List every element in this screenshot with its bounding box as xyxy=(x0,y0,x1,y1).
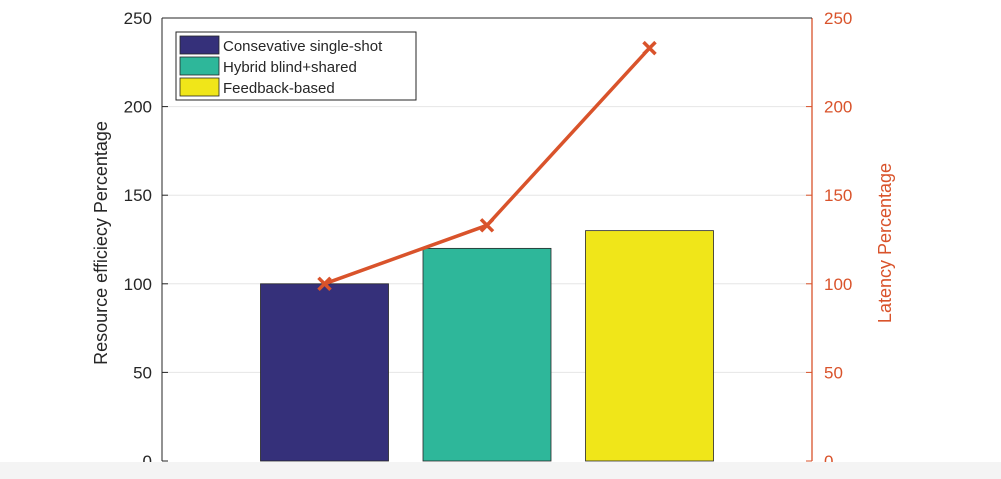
bar-0 xyxy=(260,283,389,462)
legend: Consevative single-shot Hybrid blind+sha… xyxy=(175,31,417,101)
y-tick-label-left-3: 150 xyxy=(124,186,152,205)
legend-swatch-0 xyxy=(179,35,220,55)
y-tick-label-left-2: 100 xyxy=(124,275,152,294)
y-axis-label-left: Resource efficiecy Percentage xyxy=(91,121,111,365)
y-axis-label-right: Latency Percentage xyxy=(875,163,895,323)
y-tick-label-right-3: 150 xyxy=(824,186,852,205)
latency-series xyxy=(317,40,657,292)
latency-point-0 xyxy=(317,276,332,292)
y-tick-label-right-5: 250 xyxy=(824,9,852,28)
y-tick-label-left-5: 250 xyxy=(124,9,152,28)
legend-swatch-2 xyxy=(179,77,220,97)
y-tick-label-left-1: 50 xyxy=(133,363,152,382)
y-tick-label-left-0: 0 xyxy=(143,452,152,471)
y-tick-label-right-1: 50 xyxy=(824,363,843,382)
y-tick-label-left-4: 200 xyxy=(124,98,152,117)
y-tick-label-right-4: 200 xyxy=(824,98,852,117)
legend-label-2: Feedback-based xyxy=(223,80,335,97)
bars xyxy=(260,230,714,462)
axes: 0 50 100 150 200 250 0 50 100 150 200 250 xyxy=(124,9,853,471)
legend-label-1: Hybrid blind+shared xyxy=(223,59,357,76)
bar-2 xyxy=(585,230,714,462)
latency-point-1 xyxy=(479,218,495,233)
y-tick-label-right-0: 0 xyxy=(824,452,833,471)
legend-swatch-1 xyxy=(179,56,220,76)
y-tick-label-right-2: 100 xyxy=(824,275,852,294)
latency-point-2 xyxy=(642,40,657,56)
bar-1 xyxy=(422,247,552,462)
bottom-strip xyxy=(0,462,1001,479)
legend-label-0: Consevative single-shot xyxy=(223,38,383,55)
